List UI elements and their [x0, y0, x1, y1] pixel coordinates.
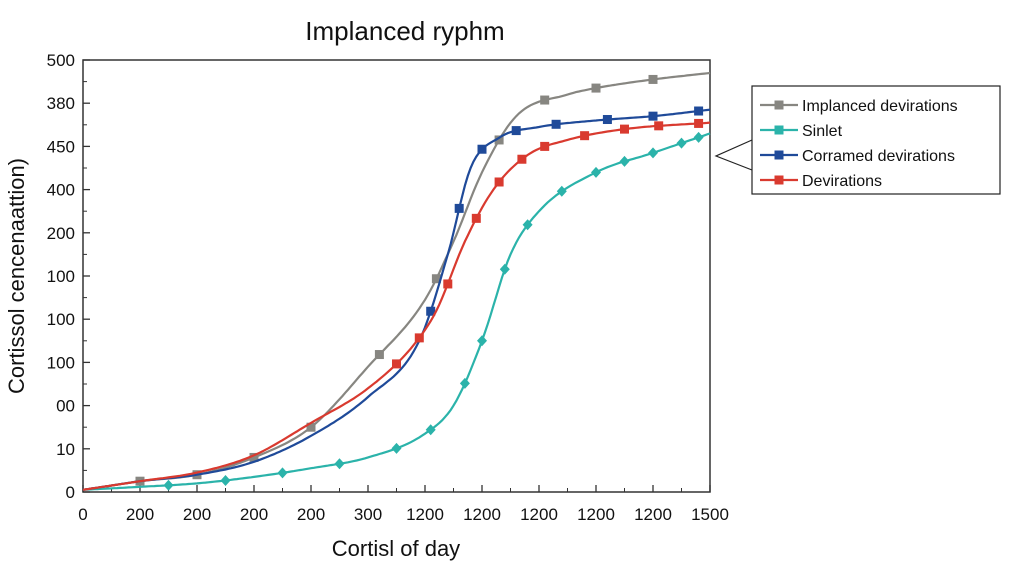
series-devirations-marker [392, 359, 401, 369]
series-devirations-marker [580, 131, 590, 141]
series-implanced-devirations-marker [591, 83, 601, 93]
series-sinlet-marker [425, 424, 436, 436]
series-devirations-marker [694, 118, 704, 128]
series-sinlet-marker [499, 263, 510, 275]
series-implanced-devirations-marker [249, 452, 259, 462]
series-sinlet-marker [459, 377, 470, 389]
series-implanced-devirations-marker [306, 422, 316, 432]
series-devirations-marker [443, 279, 453, 289]
series-devirations-marker [620, 124, 629, 134]
x-tick-label: 1200 [520, 505, 558, 524]
legend-label-corramed-devirations: Corramed devirations [802, 148, 955, 165]
y-tick-label: 200 [47, 224, 75, 243]
y-axis-label: Cortissol cencenaattion) [4, 158, 29, 394]
series-sinlet-marker [334, 458, 345, 470]
legend-callout [714, 139, 753, 171]
legend-label-implanced-devirations: Implanced devirations [802, 98, 958, 115]
y-tick-label: 00 [56, 397, 75, 416]
series-sinlet-marker [220, 474, 231, 486]
series-implanced-devirations-marker [540, 95, 550, 105]
legend-label-sinlet: Sinlet [802, 123, 843, 140]
x-tick-label: 200 [183, 505, 211, 524]
series-sinlet-line [82, 132, 711, 491]
series-implanced-devirations-marker [648, 74, 658, 84]
series-sinlet-marker [391, 442, 402, 454]
x-tick-label: 1200 [463, 505, 501, 524]
y-tick-label: 400 [47, 181, 75, 200]
series-implanced-devirations-marker [494, 135, 504, 145]
series-layer [82, 71, 711, 491]
legend-swatch-marker [774, 150, 784, 160]
y-tick-label: 500 [47, 51, 75, 70]
series-corramed-devirations-marker [694, 106, 704, 116]
x-axis: 0 200 200 200 200 300 1200 1200 1200 1200 1200 1500 [78, 485, 729, 524]
series-sinlet-marker [277, 467, 288, 479]
y-tick-label: 100 [47, 310, 75, 329]
x-tick-label: 1200 [577, 505, 615, 524]
y-axis: 0 10 00 100 100 100 200 400 450 380 500 [47, 51, 90, 502]
series-sinlet-marker [693, 131, 704, 143]
series-sinlet-marker [522, 219, 533, 231]
legend-swatch-marker [774, 125, 784, 135]
series-corramed-devirations-marker [648, 111, 658, 121]
series-implanced-devirations-line [82, 71, 711, 491]
x-tick-label: 200 [126, 505, 154, 524]
x-tick-label: 1500 [691, 505, 729, 524]
series-sinlet-marker [648, 147, 658, 159]
series-implanced-devirations-marker [374, 350, 384, 360]
series-corramed-devirations-line [82, 108, 711, 491]
x-tick-label: 200 [240, 505, 268, 524]
y-tick-label: 100 [47, 353, 75, 372]
series-implanced-devirations-marker [431, 274, 441, 284]
series-sinlet-marker [477, 335, 487, 347]
legend: Implanced devirations Sinlet Corramed devi… [714, 85, 1001, 195]
series-sinlet-marker [163, 479, 174, 491]
x-tick-label: 1200 [406, 505, 444, 524]
x-tick-label: 300 [354, 505, 382, 524]
legend-swatch-marker [774, 100, 784, 110]
series-corramed-devirations-marker [454, 203, 464, 213]
series-sinlet-marker [591, 166, 601, 178]
series-devirations-marker [654, 121, 664, 131]
series-corramed-devirations-marker [602, 115, 612, 125]
plot-frame [82, 59, 711, 493]
legend-label-devirations: Devirations [802, 173, 882, 190]
x-tick-label: 0 [78, 505, 87, 524]
y-tick-label: 10 [56, 440, 75, 459]
y-tick-label: 450 [47, 137, 75, 156]
y-tick-label: 100 [47, 267, 75, 286]
series-devirations-marker [471, 213, 481, 223]
series-sinlet-marker [676, 137, 687, 149]
series-devirations-marker [414, 333, 424, 343]
series-corramed-devirations-marker [477, 144, 487, 154]
x-axis-label: Cortisl of day [332, 536, 460, 561]
x-tick-label: 1200 [634, 505, 672, 524]
series-corramed-devirations-marker [551, 119, 561, 129]
series-devirations-line [82, 121, 711, 491]
series-devirations-marker [494, 177, 504, 187]
series-devirations-marker [540, 141, 550, 151]
series-corramed-devirations-marker [426, 306, 436, 316]
y-tick-label: 380 [47, 94, 75, 113]
series-sinlet-marker [619, 155, 630, 167]
series-corramed-devirations-marker [511, 126, 521, 136]
legend-swatch-marker [774, 175, 784, 185]
chart-title: Implanced ryphm [305, 16, 504, 46]
x-tick-label: 200 [297, 505, 325, 524]
series-sinlet-marker [556, 185, 567, 197]
y-tick-label: 0 [66, 483, 75, 502]
series-devirations-marker [517, 154, 527, 164]
